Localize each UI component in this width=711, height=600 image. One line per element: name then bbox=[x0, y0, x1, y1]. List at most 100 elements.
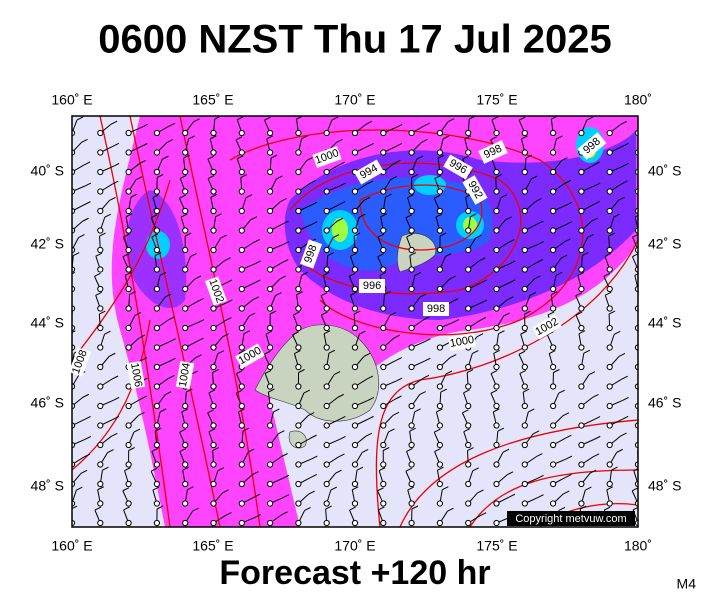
station bbox=[153, 149, 160, 156]
barb-flag bbox=[592, 453, 600, 458]
barb-flag bbox=[651, 124, 657, 127]
barb-flag bbox=[107, 449, 114, 454]
station bbox=[408, 402, 415, 410]
barb-flag bbox=[547, 311, 555, 316]
station bbox=[521, 344, 528, 351]
barb-flag bbox=[99, 232, 106, 237]
barb-flag bbox=[392, 411, 400, 416]
barb-flag bbox=[537, 474, 544, 479]
station bbox=[182, 324, 189, 332]
station bbox=[351, 266, 359, 273]
barb-flag bbox=[252, 471, 259, 476]
barb-flag bbox=[78, 234, 85, 239]
barb-flag bbox=[564, 180, 571, 184]
station bbox=[153, 305, 160, 312]
station bbox=[238, 149, 245, 156]
station bbox=[550, 402, 557, 410]
lon-label-bottom: 180˚ bbox=[624, 538, 652, 554]
station bbox=[210, 344, 217, 351]
barb-flag bbox=[447, 118, 455, 123]
barb-flag bbox=[112, 415, 120, 420]
barb-flag bbox=[97, 486, 104, 491]
barb-flag bbox=[377, 233, 385, 238]
barb-flag bbox=[124, 271, 132, 276]
barb-flag bbox=[296, 291, 303, 296]
barb-flag bbox=[195, 354, 202, 359]
barb-flag bbox=[111, 375, 119, 380]
barb-flag bbox=[594, 182, 601, 187]
station bbox=[153, 500, 160, 507]
isobar-label-box bbox=[126, 360, 146, 390]
station bbox=[436, 324, 443, 332]
barb-flag bbox=[622, 415, 629, 420]
station bbox=[295, 168, 302, 176]
barb-flag bbox=[442, 486, 449, 491]
barb-flag bbox=[135, 176, 143, 181]
station bbox=[323, 402, 330, 410]
barb-flag bbox=[275, 292, 282, 297]
barb-flag bbox=[253, 239, 260, 243]
barb-flag bbox=[535, 198, 542, 203]
lat-label-left: 46˚ S bbox=[31, 395, 64, 411]
barb-flag bbox=[419, 293, 427, 298]
station bbox=[578, 168, 585, 176]
stewart-island bbox=[288, 430, 307, 449]
barb-flag bbox=[363, 196, 371, 201]
barb-flag bbox=[622, 397, 629, 401]
station bbox=[210, 246, 217, 254]
copyright-box bbox=[507, 511, 635, 526]
station bbox=[238, 305, 245, 312]
station bbox=[267, 344, 274, 351]
barb-flag bbox=[529, 292, 537, 296]
station bbox=[606, 422, 613, 429]
barb-flag bbox=[604, 252, 612, 257]
station bbox=[295, 266, 302, 273]
lon-label-bottom: 165˚ E bbox=[192, 538, 233, 554]
station bbox=[153, 129, 160, 137]
barb-flag bbox=[73, 252, 80, 257]
barb-flag bbox=[436, 408, 443, 413]
barb-shaft bbox=[637, 190, 638, 192]
barb-flag bbox=[109, 196, 116, 201]
barb-flag bbox=[490, 370, 498, 375]
barb-flag bbox=[558, 506, 566, 511]
station bbox=[578, 480, 585, 488]
barb-flag bbox=[591, 217, 598, 222]
barb-flag bbox=[477, 489, 484, 494]
station bbox=[238, 402, 245, 410]
barb-flag bbox=[555, 271, 563, 276]
barb-flag bbox=[94, 506, 102, 511]
station bbox=[182, 149, 189, 156]
barb-flag bbox=[95, 252, 103, 257]
barb-flag bbox=[463, 428, 470, 433]
footer: Forecast +120 hr bbox=[219, 554, 490, 592]
barb-flag bbox=[339, 435, 346, 440]
station bbox=[465, 383, 472, 390]
barb-flag bbox=[377, 253, 384, 258]
station bbox=[267, 461, 274, 468]
station bbox=[550, 441, 557, 449]
barb-flag bbox=[236, 370, 243, 375]
station bbox=[436, 188, 443, 195]
barb-flag bbox=[179, 194, 186, 199]
barb-flag bbox=[564, 238, 571, 243]
barb-flag bbox=[179, 448, 187, 453]
barb-flag bbox=[475, 234, 482, 239]
barb-flag bbox=[112, 142, 120, 147]
station bbox=[521, 402, 528, 410]
barb-flag bbox=[336, 217, 344, 222]
barb-flag bbox=[508, 493, 516, 498]
isobar-label-group: 1000 bbox=[447, 332, 477, 352]
station bbox=[182, 188, 189, 195]
barb-flag bbox=[577, 271, 585, 276]
barb-flag bbox=[500, 194, 508, 199]
station bbox=[295, 500, 302, 507]
barb-flag bbox=[339, 416, 346, 420]
barb-shaft bbox=[637, 151, 638, 153]
station bbox=[351, 383, 359, 390]
station bbox=[521, 500, 528, 507]
station bbox=[521, 383, 528, 390]
station bbox=[125, 383, 132, 390]
barb-flag bbox=[130, 193, 138, 198]
station bbox=[125, 207, 132, 215]
